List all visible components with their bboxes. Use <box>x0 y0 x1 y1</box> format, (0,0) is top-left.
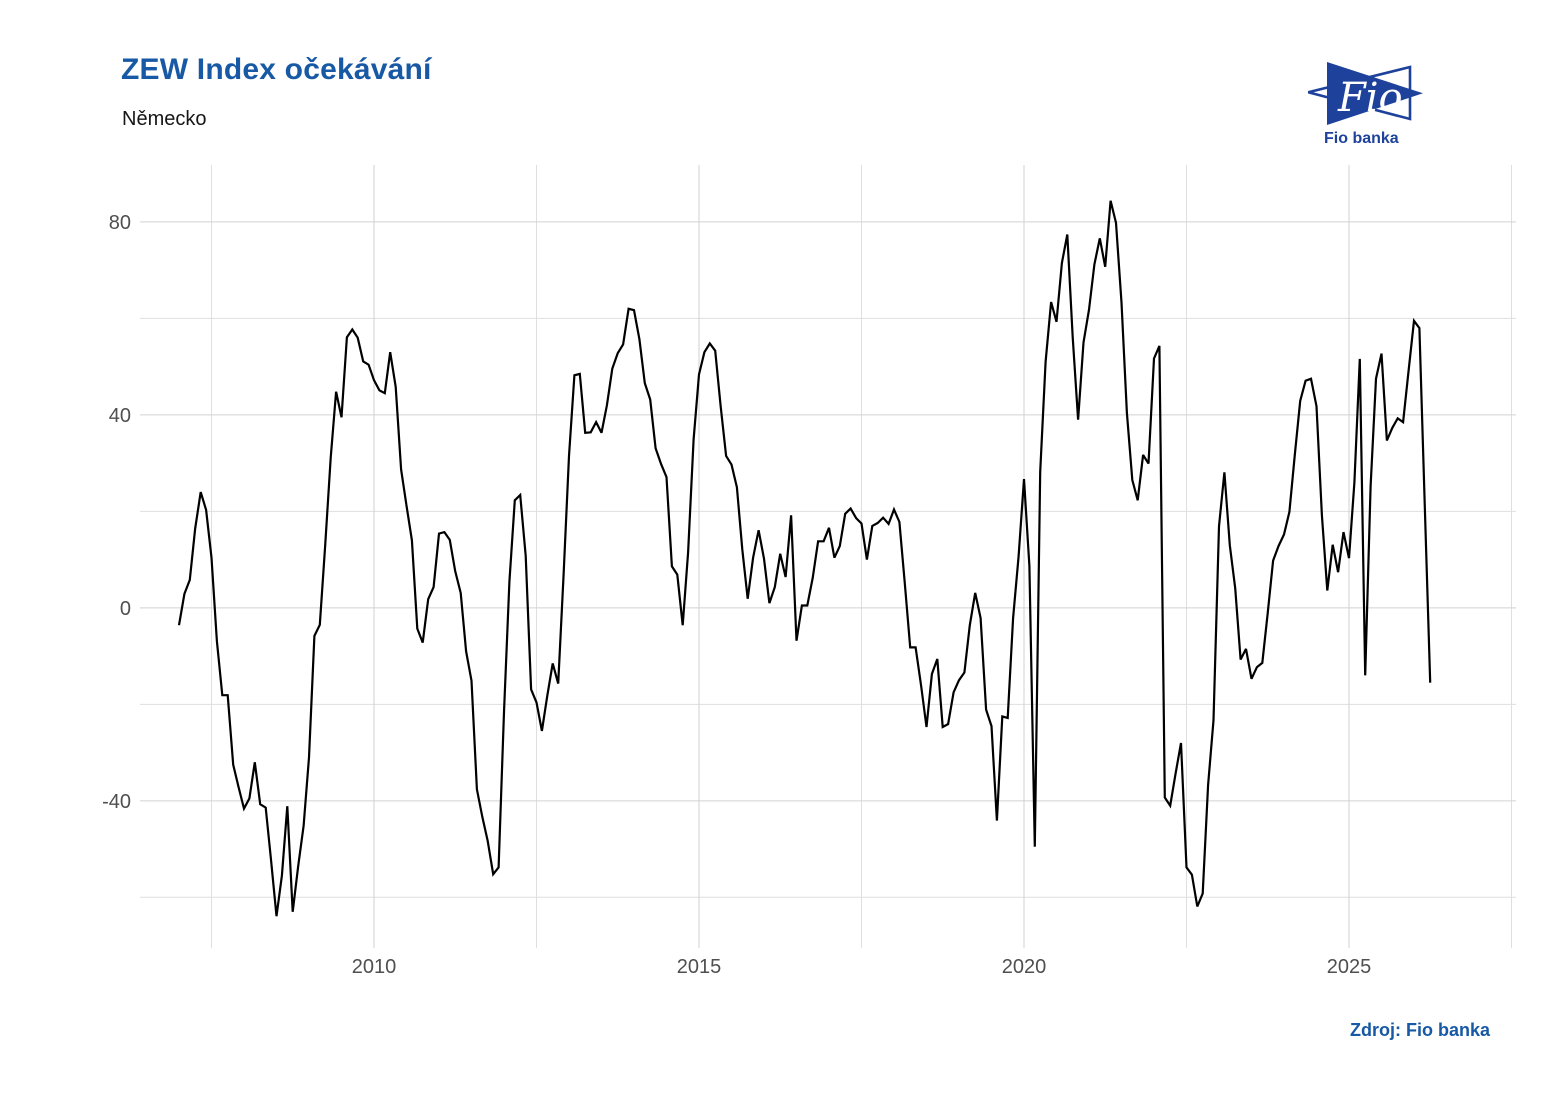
gridlines-minor <box>140 165 1516 948</box>
source-note: Zdroj: Fio banka <box>1349 1020 1490 1040</box>
x-tick-label: 2015 <box>677 956 722 978</box>
logo-caption: Fio banka <box>1324 130 1399 147</box>
y-tick-label: 80 <box>109 212 131 234</box>
y-axis-labels: 80 40 0 -40 <box>102 212 131 813</box>
logo-mark-text: Fio <box>1337 75 1403 121</box>
gridlines-major <box>140 165 1516 948</box>
y-tick-label: -40 <box>102 791 131 813</box>
y-tick-label: 40 <box>109 405 131 427</box>
x-tick-label: 2010 <box>352 956 397 978</box>
fio-banka-logo: Fio Fio banka <box>1300 48 1430 150</box>
x-tick-label: 2025 <box>1327 956 1372 978</box>
x-tick-label: 2020 <box>1002 956 1047 978</box>
y-tick-label: 0 <box>120 598 131 620</box>
x-axis-labels: 2010 2015 2020 2025 <box>352 956 1372 978</box>
page-subtitle: Německo <box>122 108 207 130</box>
data-line-zew-expectations <box>177 200 1432 917</box>
page-title: ZEW Index očekávání <box>121 53 432 86</box>
fio-logo-icon: Fio Fio banka <box>1307 62 1423 147</box>
logo-right-triangle <box>1327 62 1423 125</box>
logo-left-triangle <box>1307 65 1412 121</box>
